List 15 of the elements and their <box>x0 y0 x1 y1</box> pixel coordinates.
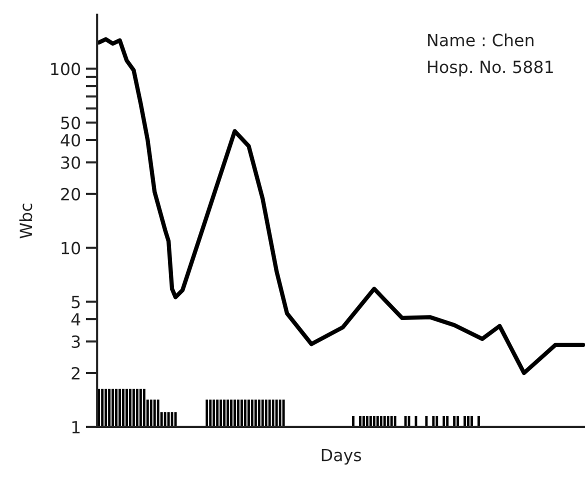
y-axis-title: Wbc <box>19 204 32 238</box>
y-tick-label: 2 <box>72 366 80 380</box>
y-tick-label: 3 <box>72 335 80 348</box>
y-tick-label: 5 <box>72 296 80 308</box>
y-tick-label: 1 <box>72 421 80 434</box>
y-tick-label: 10 <box>62 242 80 254</box>
annotation: Name : Chen <box>428 34 534 46</box>
x-axis-title: Days <box>322 448 362 465</box>
y-tick-label: 40 <box>60 134 80 147</box>
y-tick-label: 50 <box>61 116 80 130</box>
y-tick-label: 20 <box>61 188 80 200</box>
y-tick-label: 30 <box>61 156 80 169</box>
y-tick-label: 100 <box>51 62 80 76</box>
y-tick-label: 4 <box>71 313 80 326</box>
annotation: Hosp. No. 5881 <box>428 60 553 76</box>
